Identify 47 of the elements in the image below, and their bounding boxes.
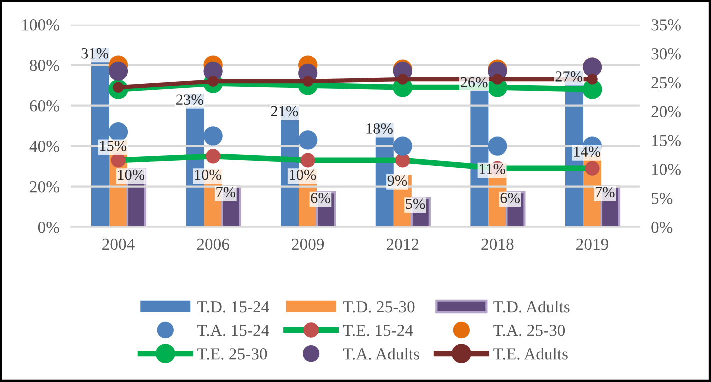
x-tick-label: 2009 [292, 238, 324, 250]
y-tick-label: 40% [30, 141, 60, 152]
y2-tick-label: 20% [652, 106, 681, 118]
data-label: 14% [574, 146, 601, 158]
x-tick-label: 2006 [197, 238, 230, 250]
y2-tick-label: 0% [652, 222, 673, 234]
data-label: 18% [366, 124, 393, 134]
y2-tick-label: 35% [652, 20, 681, 31]
data-label: 31% [82, 48, 109, 59]
y2-tick-label: 25% [652, 77, 681, 89]
x-tick-label: 2012 [386, 238, 419, 250]
data-label: 6% [311, 193, 330, 204]
legend-label: T.E. 15-24 [343, 325, 414, 336]
legend-label: T.E. Adults [494, 348, 568, 360]
x-tick-label: 2019 [576, 238, 608, 250]
data-label: 9% [388, 176, 408, 186]
data-label: 7% [596, 187, 615, 198]
data-label: 26% [460, 77, 488, 88]
y2-tick-label: 10% [652, 164, 681, 176]
y-tick-label: 80% [30, 60, 60, 72]
legend-label: T.A. 15-24 [198, 325, 270, 336]
y2-tick-label: 30% [652, 48, 681, 60]
data-label: 10% [290, 170, 316, 180]
data-label: 21% [271, 106, 298, 117]
legend-label: T.E. 25-30 [198, 348, 268, 360]
data-label: 10% [118, 170, 145, 180]
data-label: 23% [176, 94, 204, 106]
legend-label: T.D. 25-30 [343, 301, 415, 313]
legend-label: T.A. 25-30 [494, 325, 566, 336]
x-tick-label: 2018 [482, 238, 514, 250]
y-tick-label: 20% [30, 181, 60, 193]
legend-label: T.D. Adults [494, 300, 570, 313]
data-label: 6% [500, 193, 520, 204]
y2-tick-label: 15% [652, 135, 681, 147]
x-tick-label: 2004 [102, 238, 135, 250]
y-tick-label: 0% [38, 222, 60, 234]
data-label: 11% [480, 164, 506, 174]
y-tick-label: 100% [22, 20, 60, 31]
y2-tick-label: 5% [652, 193, 673, 204]
data-label: 7% [216, 187, 236, 198]
y-tick-label: 60% [30, 100, 60, 112]
data-label: 5% [406, 198, 426, 210]
legend-label: T.A. Adults [343, 348, 420, 360]
data-label: 15% [100, 140, 127, 152]
data-label: 27% [556, 72, 583, 82]
data-label: 10% [195, 170, 222, 180]
legend-label: T.D. 15-24 [198, 301, 270, 313]
